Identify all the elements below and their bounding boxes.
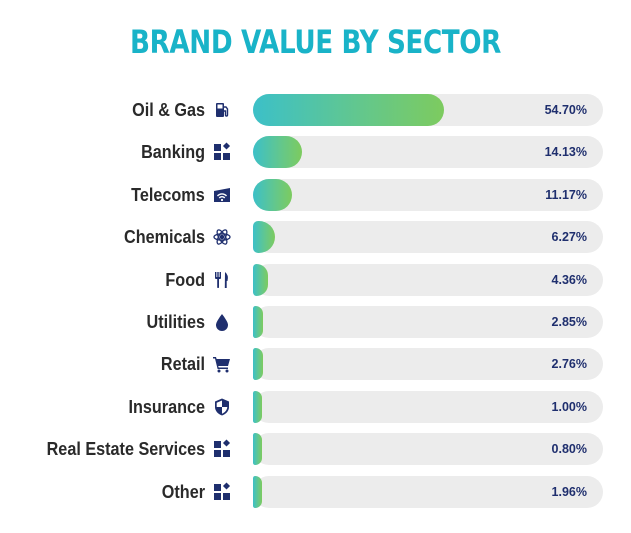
- bar-track: [253, 136, 603, 169]
- bar-track: [253, 178, 603, 211]
- data-label: 0.80%: [551, 442, 587, 457]
- bar: [253, 178, 293, 211]
- category-label: Oil & Gas: [132, 100, 205, 120]
- bar: [253, 221, 275, 254]
- bar-row: Utilities 2.85%: [0, 305, 631, 339]
- bar: [253, 136, 303, 169]
- bar-track: [253, 306, 603, 338]
- fork-knife-icon: [212, 270, 232, 290]
- data-label: 4.36%: [551, 272, 587, 287]
- bar-track: [253, 348, 603, 381]
- category-label: Insurance: [128, 396, 205, 417]
- wifi-router-icon: [212, 185, 232, 205]
- bar-track: [253, 94, 603, 126]
- grid-blocks-icon: [212, 482, 232, 502]
- bar-row: Food 4.36%: [0, 263, 631, 297]
- data-label: 14.13%: [544, 145, 587, 160]
- category-label: Utilities: [146, 312, 205, 332]
- shield-icon: [212, 397, 232, 417]
- bar-row: Oil & Gas 54.70%: [0, 93, 631, 127]
- chart-title: BRAND VALUE BY SECTOR: [130, 23, 501, 61]
- data-label: 11.17%: [545, 187, 587, 202]
- category-label: Real Estate Services: [46, 439, 205, 460]
- bar-track: [253, 390, 603, 423]
- bar-row: Other 1.96%: [0, 475, 631, 509]
- bar-track: [253, 475, 603, 508]
- data-label: 6.27%: [551, 230, 587, 245]
- bar-row: Real Estate Services 0.80%: [0, 432, 631, 466]
- data-label: 1.00%: [551, 399, 587, 414]
- category-label: Food: [165, 269, 205, 290]
- bar: [253, 390, 262, 423]
- category-label: Retail: [160, 354, 205, 375]
- shopping-cart-icon: [212, 354, 232, 374]
- atom-icon: [212, 227, 232, 247]
- category-label: Other: [161, 481, 205, 502]
- bar: [253, 306, 263, 338]
- category-label: Telecoms: [131, 184, 205, 205]
- bar-track: [253, 433, 603, 466]
- category-label: Banking: [141, 142, 205, 163]
- data-label: 54.70%: [544, 103, 587, 117]
- bar: [253, 433, 262, 466]
- grid-blocks-icon: [212, 142, 232, 162]
- bar: [253, 348, 263, 381]
- category-label: Chemicals: [123, 227, 205, 248]
- bar-row: Banking 14.13%: [0, 135, 631, 169]
- bar-row: Chemicals 6.27%: [0, 220, 631, 254]
- bar-row: Insurance 1.00%: [0, 390, 631, 424]
- bar-track: [253, 263, 603, 296]
- fuel-pump-icon: [212, 100, 232, 120]
- bar-track: [253, 221, 603, 254]
- bar: [253, 94, 445, 126]
- water-drop-icon: [212, 312, 232, 332]
- data-label: 2.85%: [551, 315, 587, 329]
- bar-row: Telecoms 11.17%: [0, 178, 631, 212]
- data-label: 1.96%: [551, 484, 587, 499]
- grid-blocks-icon: [212, 439, 232, 459]
- bar-row: Retail 2.76%: [0, 347, 631, 381]
- bar: [253, 475, 262, 508]
- bar: [253, 263, 269, 296]
- data-label: 2.76%: [551, 357, 587, 372]
